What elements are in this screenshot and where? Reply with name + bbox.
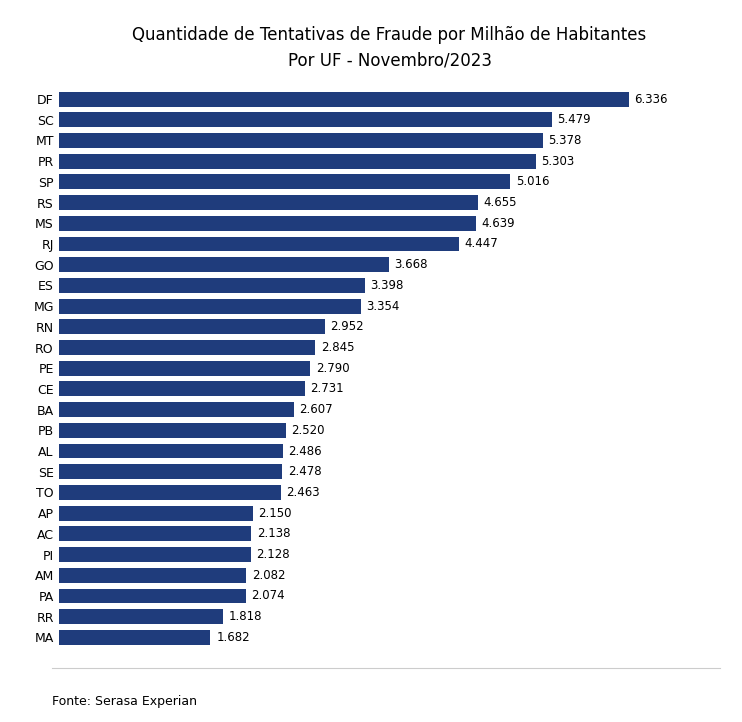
Bar	[59, 547, 251, 562]
Text: 2.486: 2.486	[289, 445, 322, 458]
Text: 2.150: 2.150	[258, 507, 292, 520]
Text: 5.378: 5.378	[548, 134, 582, 147]
Text: 2.082: 2.082	[252, 569, 286, 582]
Bar	[59, 443, 283, 458]
Bar	[59, 299, 361, 313]
Text: 5.479: 5.479	[557, 113, 591, 126]
Bar	[59, 133, 542, 148]
Bar	[59, 526, 252, 542]
Text: 2.128: 2.128	[256, 548, 290, 561]
Bar	[59, 175, 510, 189]
Bar	[59, 609, 223, 624]
Text: 2.478: 2.478	[288, 465, 321, 478]
Bar	[59, 278, 364, 293]
Bar	[59, 630, 211, 645]
Text: 1.682: 1.682	[216, 631, 250, 644]
Bar	[59, 257, 389, 272]
Text: 4.447: 4.447	[464, 238, 499, 251]
Text: 4.639: 4.639	[482, 217, 516, 230]
Text: 2.790: 2.790	[316, 362, 349, 375]
Text: 2.845: 2.845	[321, 341, 354, 354]
Bar	[59, 92, 628, 107]
Bar	[59, 588, 246, 604]
Bar	[59, 237, 459, 251]
Bar	[59, 361, 310, 375]
Bar	[59, 505, 252, 521]
Text: 1.818: 1.818	[229, 610, 262, 623]
Text: 2.074: 2.074	[252, 589, 285, 602]
Text: 5.016: 5.016	[516, 175, 549, 188]
Text: 2.607: 2.607	[299, 403, 333, 416]
Text: 4.655: 4.655	[483, 196, 517, 209]
Text: Fonte: Serasa Experian: Fonte: Serasa Experian	[52, 695, 197, 708]
Text: 3.668: 3.668	[395, 258, 428, 271]
Bar	[59, 340, 315, 355]
Bar	[59, 464, 282, 479]
Text: 6.336: 6.336	[634, 92, 668, 105]
Text: 3.398: 3.398	[370, 279, 404, 292]
Text: 5.303: 5.303	[542, 155, 575, 168]
Bar	[59, 402, 294, 417]
Bar	[59, 423, 286, 438]
Text: 2.731: 2.731	[310, 383, 344, 396]
Text: 2.138: 2.138	[257, 527, 291, 540]
Text: 2.952: 2.952	[330, 321, 364, 334]
Bar	[59, 154, 536, 169]
Bar	[59, 567, 246, 583]
Bar	[59, 381, 305, 396]
Bar	[59, 113, 551, 127]
Bar	[59, 195, 478, 210]
Title: Quantidade de Tentativas de Fraude por Milhão de Habitantes
Por UF - Novembro/20: Quantidade de Tentativas de Fraude por M…	[132, 25, 647, 70]
Text: 3.354: 3.354	[367, 300, 400, 313]
Bar	[59, 485, 280, 500]
Text: 2.520: 2.520	[292, 424, 325, 437]
Text: 2.463: 2.463	[286, 486, 320, 499]
Bar	[59, 216, 476, 231]
Bar	[59, 319, 324, 334]
